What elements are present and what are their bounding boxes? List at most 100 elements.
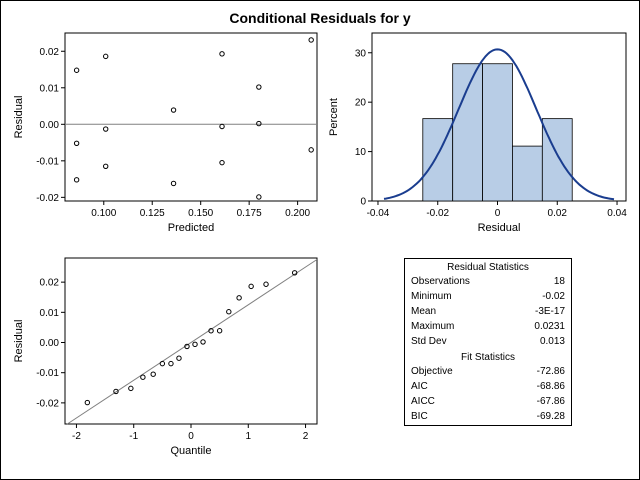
residual-vs-predicted-ytick-label: 0.01 xyxy=(40,83,60,94)
figure-title: Conditional Residuals for y xyxy=(229,10,411,26)
residual-vs-predicted-point xyxy=(308,37,314,43)
residual-histogram-x-axis-label: Residual xyxy=(478,222,521,234)
residual-histogram-ytick-label: 30 xyxy=(355,48,367,59)
qq-plot-point xyxy=(84,399,91,406)
residual-vs-predicted-ytick-label: 0.00 xyxy=(40,120,60,131)
residual-vs-predicted-point xyxy=(170,107,177,113)
residual-stat-label: Minimum xyxy=(411,291,452,302)
residual-statistics-header: Residual Statistics xyxy=(447,262,529,273)
residual-statistics-rows: Observations 18 Minimum -0.02 Mean -3E-17 Maxi… xyxy=(405,274,571,349)
residual-stat-label: Observations xyxy=(411,276,470,287)
qq-plot-xtick-label: 2 xyxy=(303,431,309,442)
qq-plot-ytick-label: 0.01 xyxy=(40,308,60,319)
residual-vs-predicted-point xyxy=(219,159,225,166)
qq-plot-point xyxy=(113,388,119,395)
histogram-bar xyxy=(422,118,454,202)
residual-vs-predicted-point xyxy=(256,84,262,90)
residual-vs-predicted-point xyxy=(308,147,314,153)
residual-histogram-y-axis-label: Percent xyxy=(328,98,340,136)
residual-vs-predicted-point xyxy=(103,163,109,170)
qq-plot-point xyxy=(208,328,214,334)
qq-plot-ytick-label: 0.02 xyxy=(40,278,60,289)
fit-stat-value: -69.28 xyxy=(536,411,565,422)
qq-plot-point xyxy=(150,371,156,377)
qq-reference-line xyxy=(67,259,318,425)
residual-vs-predicted-point xyxy=(219,123,225,130)
residual-vs-predicted-xtick-label: 0.150 xyxy=(188,208,213,219)
qq-plot-xtick-label: -1 xyxy=(129,431,138,442)
residual-stat-value: 0.013 xyxy=(539,336,565,347)
fit-statistics-rows: Objective -72.86 AIC -68.86 AICC -67.86 BIC -69… xyxy=(405,364,571,424)
normal-density-curve xyxy=(383,48,615,201)
qq-plot-point xyxy=(184,343,190,350)
fit-statistics-header: Fit Statistics xyxy=(461,352,515,363)
fit-stat-value: -67.86 xyxy=(536,396,565,407)
fit-stat-label: AICC xyxy=(411,396,435,407)
residual-vs-predicted-xtick-label: 0.100 xyxy=(91,208,116,219)
fit-stat-row: Objective -72.86 xyxy=(405,364,571,379)
qq-plot-y-axis-label: Residual xyxy=(13,320,25,363)
residual-stat-label: Mean xyxy=(411,306,437,317)
qq-plot-point xyxy=(248,283,254,290)
qq-plot-point xyxy=(159,360,166,367)
residual-vs-predicted-xtick-label: 0.175 xyxy=(237,208,262,219)
residual-histogram-xtick-label: 0.02 xyxy=(548,208,568,219)
residual-vs-predicted-point xyxy=(103,126,109,132)
residual-vs-predicted-plot-area xyxy=(64,32,318,202)
histogram-bar xyxy=(482,63,513,202)
residual-stat-row: Maximum 0.0231 xyxy=(405,319,571,334)
residual-vs-predicted-point xyxy=(73,140,80,146)
fit-stat-label: BIC xyxy=(411,411,428,422)
residual-stat-label: Std Dev xyxy=(411,336,447,347)
residual-stat-value: -0.02 xyxy=(542,291,565,302)
residual-vs-predicted-y-axis-label: Residual xyxy=(13,96,25,139)
qq-plot-point xyxy=(140,374,146,380)
residual-histogram-xtick-label: -0.02 xyxy=(426,208,449,219)
residual-stat-row: Std Dev 0.013 xyxy=(405,334,571,349)
residual-vs-predicted-ytick-label: 0.02 xyxy=(40,47,60,58)
residual-vs-predicted-point xyxy=(256,194,262,200)
residual-histogram-xtick-label: 0.04 xyxy=(607,208,627,219)
histogram-bar xyxy=(512,145,543,202)
qq-plot-point xyxy=(263,281,269,287)
residual-histogram-ytick-label: 0 xyxy=(360,197,366,208)
fit-stat-value: -72.86 xyxy=(536,366,565,377)
residual-stat-label: Maximum xyxy=(411,321,455,332)
residual-histogram-ytick-label: 20 xyxy=(355,98,367,109)
residual-vs-predicted-ytick-label: -0.02 xyxy=(36,193,59,204)
qq-plot-ytick-label: 0.00 xyxy=(40,338,60,349)
residual-vs-predicted-point xyxy=(219,51,225,57)
fit-stat-row: AICC -67.86 xyxy=(405,394,571,409)
residual-stat-value: -3E-17 xyxy=(534,306,565,317)
residual-vs-predicted-point xyxy=(170,180,177,187)
qq-plot-point xyxy=(200,339,206,345)
statistics-table: Residual Statistics Observations 18 Minimu… xyxy=(404,258,572,426)
qq-plot-ytick-label: -0.01 xyxy=(36,368,59,379)
residual-stat-row: Observations 18 xyxy=(405,274,571,289)
qq-plot-point xyxy=(128,385,134,392)
residual-stat-row: Mean -3E-17 xyxy=(405,304,571,319)
fit-stat-row: BIC -69.28 xyxy=(405,409,571,424)
residual-histogram-xtick-label: 0 xyxy=(495,208,501,219)
residual-histogram-xtick-label: -0.04 xyxy=(367,208,390,219)
residual-stat-row: Minimum -0.02 xyxy=(405,289,571,304)
histogram-bar xyxy=(452,63,483,202)
qq-plot-point xyxy=(236,295,242,301)
residual-stat-value: 0.0231 xyxy=(534,321,565,332)
fit-stat-label: AIC xyxy=(411,381,428,392)
qq-plot-xtick-label: 0 xyxy=(188,431,194,442)
residual-vs-predicted-xtick-label: 0.200 xyxy=(285,208,310,219)
qq-plot-x-axis-label: Quantile xyxy=(171,445,212,457)
fit-stat-label: Objective xyxy=(411,366,453,377)
residual-vs-predicted-point xyxy=(73,67,80,73)
residual-vs-predicted-ytick-label: -0.01 xyxy=(36,156,59,167)
qq-plot-point xyxy=(226,309,232,315)
residual-histogram-ytick-label: 10 xyxy=(355,147,367,158)
qq-plot-point xyxy=(168,360,174,367)
qq-plot-ytick-label: -0.02 xyxy=(36,398,59,409)
qq-plot-xtick-label: -2 xyxy=(72,431,81,442)
qq-plot-point xyxy=(192,341,198,348)
residual-vs-predicted-point xyxy=(103,53,109,60)
residual-vs-predicted-point xyxy=(73,177,80,183)
